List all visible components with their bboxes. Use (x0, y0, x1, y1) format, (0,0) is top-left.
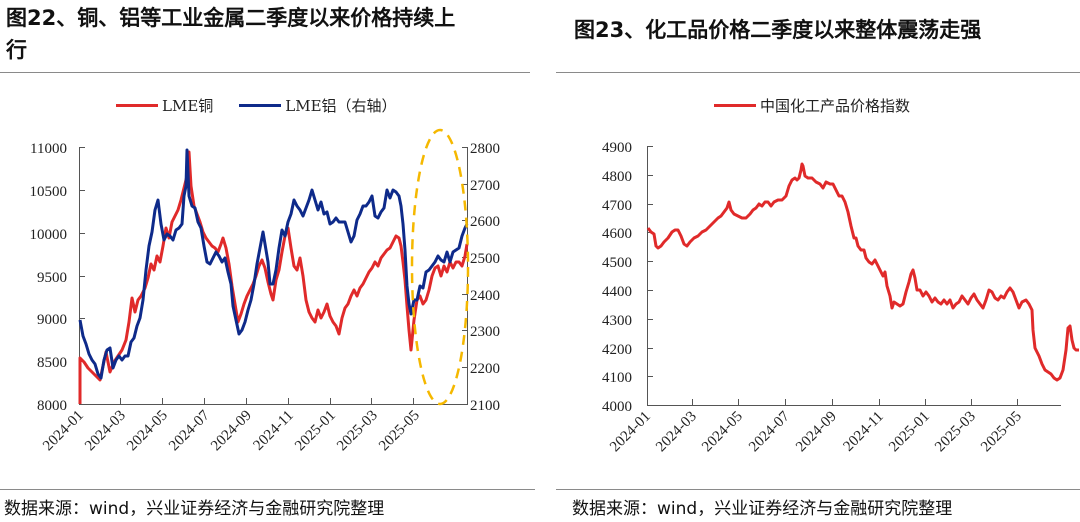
header-divider (0, 72, 530, 73)
svg-text:2024-03: 2024-03 (82, 408, 129, 455)
legend-swatch-red (116, 104, 158, 107)
svg-text:4100: 4100 (602, 370, 632, 386)
svg-text:4600: 4600 (602, 226, 632, 242)
svg-text:2024-03: 2024-03 (653, 409, 700, 456)
right-chart-plot: 4900 4800 4700 4600 4500 4400 4300 4200 … (602, 140, 1079, 455)
legend-item-chemical-index: 中国化工产品价格指数 (714, 95, 910, 116)
svg-text:4000: 4000 (602, 399, 632, 415)
right-data-source: 数据来源：wind，兴业证券经济与金融研究院整理 (572, 499, 953, 519)
legend-label: LME铜 (162, 97, 214, 115)
svg-text:2300: 2300 (470, 324, 500, 340)
svg-text:4300: 4300 (602, 313, 632, 329)
svg-text:2025-03: 2025-03 (334, 408, 381, 455)
left-legend: LME铜 LME铝（右轴） (116, 95, 423, 116)
legend-item-aluminum: LME铝（右轴） (239, 95, 397, 116)
svg-text:4800: 4800 (602, 169, 632, 185)
series-lme-copper (78, 150, 469, 404)
right-y-axis-labels: 2800 2700 2600 2500 2400 2300 2200 2100 (470, 141, 500, 414)
svg-text:2024-09: 2024-09 (208, 408, 255, 455)
title-line-1: 图22、铜、铝等工业金属二季度以来价格持续上 (6, 6, 456, 30)
legend-label: 中国化工产品价格指数 (760, 97, 911, 115)
right-y-axis-labels: 4900 4800 4700 4600 4500 4400 4300 4200 … (602, 140, 632, 415)
right-x-axis-labels: 2024-01 2024-03 2024-05 2024-07 2024-09 … (607, 408, 1025, 455)
series-chemical-price-index (646, 162, 1079, 382)
legend-item-copper: LME铜 (116, 95, 213, 116)
svg-text:4700: 4700 (602, 198, 632, 214)
footer-divider (0, 489, 535, 490)
legend-label: LME铝（右轴） (285, 97, 397, 115)
svg-text:2025-05: 2025-05 (978, 409, 1025, 456)
svg-text:8500: 8500 (37, 355, 67, 371)
right-axes (647, 146, 1061, 406)
left-data-source: 数据来源：wind，兴业证券经济与金融研究院整理 (4, 499, 385, 519)
title-line-2: 行 (6, 38, 27, 62)
left-x-axis-labels: 2024-01 2024-03 2024-05 2024-07 2024-09 … (40, 407, 423, 454)
svg-text:2024-09: 2024-09 (793, 409, 840, 456)
svg-text:4500: 4500 (602, 255, 632, 271)
svg-text:11000: 11000 (30, 141, 67, 157)
left-panel: 图22、铜、铝等工业金属二季度以来价格持续上 行 LME铜 LME铝（右轴） (0, 0, 535, 522)
svg-text:10500: 10500 (30, 184, 68, 200)
footer-divider (556, 489, 1080, 490)
svg-text:2400: 2400 (470, 288, 500, 304)
svg-text:2100: 2100 (470, 398, 500, 414)
series-lme-aluminum (78, 148, 469, 380)
legend-swatch-navy (239, 104, 282, 107)
svg-text:10000: 10000 (30, 227, 68, 243)
highlight-ellipse (410, 128, 470, 406)
svg-text:2024-05: 2024-05 (124, 408, 171, 455)
svg-text:2800: 2800 (470, 141, 500, 157)
svg-text:2600: 2600 (470, 214, 500, 230)
legend-swatch-red (714, 104, 756, 107)
svg-text:2025-01: 2025-01 (292, 408, 339, 455)
left-chart-title: 图22、铜、铝等工业金属二季度以来价格持续上 行 (6, 2, 455, 66)
svg-text:2024-05: 2024-05 (699, 409, 746, 456)
svg-text:2025-01: 2025-01 (886, 409, 933, 456)
svg-text:2024-01: 2024-01 (607, 409, 654, 456)
svg-text:2024-11: 2024-11 (251, 408, 297, 454)
svg-text:8000: 8000 (37, 398, 67, 414)
svg-text:2024-01: 2024-01 (40, 408, 87, 455)
svg-text:4400: 4400 (602, 284, 632, 300)
svg-text:2025-03: 2025-03 (932, 409, 979, 456)
svg-text:2024-07: 2024-07 (746, 408, 793, 455)
svg-text:9000: 9000 (37, 312, 67, 328)
header-divider (556, 72, 1080, 73)
svg-text:4200: 4200 (602, 342, 632, 358)
svg-text:2700: 2700 (470, 178, 500, 194)
svg-text:2200: 2200 (470, 361, 500, 377)
svg-text:2500: 2500 (470, 251, 500, 267)
right-chart-title: 图23、化工品价格二季度以来整体震荡走强 (574, 18, 982, 42)
left-y-axis-labels: 11000 10500 10000 9500 9000 8500 8000 (30, 141, 68, 414)
right-panel: 图23、化工品价格二季度以来整体震荡走强 中国化工产品价格指数 (556, 0, 1080, 522)
svg-text:2024-11: 2024-11 (841, 409, 887, 455)
svg-text:2024-07: 2024-07 (166, 407, 213, 454)
svg-text:4900: 4900 (602, 140, 632, 156)
left-chart-plot: 11000 10500 10000 9500 9000 8500 8000 28… (30, 128, 500, 454)
svg-text:2025-05: 2025-05 (376, 408, 423, 455)
right-legend: 中国化工产品价格指数 (714, 95, 936, 116)
svg-text:9500: 9500 (37, 270, 67, 286)
